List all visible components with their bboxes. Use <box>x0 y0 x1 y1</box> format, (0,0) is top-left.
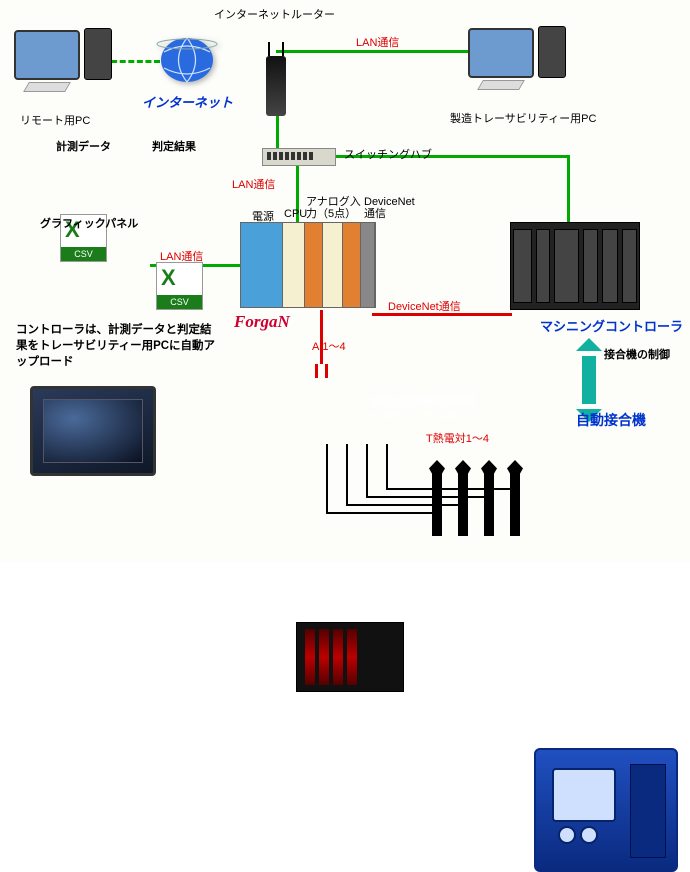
lan-label-2: LAN通信 <box>232 176 275 192</box>
auto-joint-label: 自動接合機 <box>576 410 646 430</box>
thermocouple-3 <box>484 472 494 536</box>
traceability-pc <box>468 26 566 90</box>
traceability-pc-label: 製造トレーサビリティー用PC <box>450 110 596 126</box>
devicenet-line-label: DeviceNet通信 <box>388 298 461 314</box>
remote-pc <box>14 28 112 92</box>
control-arrow <box>582 356 596 404</box>
joint-ctrl-label: 接合機の制御 <box>604 346 670 362</box>
switching-hub-label: スイッチングハブ <box>344 146 432 162</box>
switching-hub <box>262 148 336 166</box>
internet-label: インターネット <box>142 92 233 111</box>
csv-judge-icon: CSV <box>156 262 203 310</box>
csv-badge-2: CSV <box>157 295 202 309</box>
internet-icon <box>154 32 220 88</box>
forgan-label: ForgaN <box>234 312 290 332</box>
internet-router-label: インターネットルーター <box>214 6 335 22</box>
plc-cpu-label: CPU <box>284 208 307 220</box>
graphic-panel <box>30 386 156 476</box>
ai-label: AI1～4 <box>312 338 346 354</box>
upload-description: コントローラは、計測データと判定結果をトレーサビリティー用PCに自動アップロード <box>16 322 216 370</box>
judge-label: 判定結果 <box>152 138 196 154</box>
thermocouple-label: T熱電対1～4 <box>426 430 489 446</box>
machining-label: マシニングコントローラ <box>540 316 683 335</box>
thermocouple-4 <box>510 472 520 536</box>
thermocouple-2 <box>458 472 468 536</box>
lan-label-1: LAN通信 <box>356 34 399 50</box>
plc-analog-label: アナログ入力（5点） <box>306 196 370 220</box>
meas-data-label: 計測データ <box>56 138 111 154</box>
graphic-panel-label: グラフィックパネル <box>40 215 138 231</box>
csv-badge: CSV <box>61 247 106 261</box>
thermocouple-1 <box>432 472 442 536</box>
machining-controller <box>510 222 640 310</box>
converter-text: T熱電対変換器 <box>364 394 433 409</box>
converter-range: 0～300℃／ 0～10V <box>364 408 457 423</box>
remote-pc-label: リモート用PC <box>20 112 90 128</box>
thermocouple-converter <box>296 622 404 692</box>
plc-dnet-label: DeviceNet 通信 <box>364 196 424 220</box>
auto-joint-machine <box>534 748 678 872</box>
internet-router <box>266 56 286 116</box>
plc-forgan <box>240 222 376 308</box>
lan-label-3: LAN通信 <box>160 248 203 264</box>
